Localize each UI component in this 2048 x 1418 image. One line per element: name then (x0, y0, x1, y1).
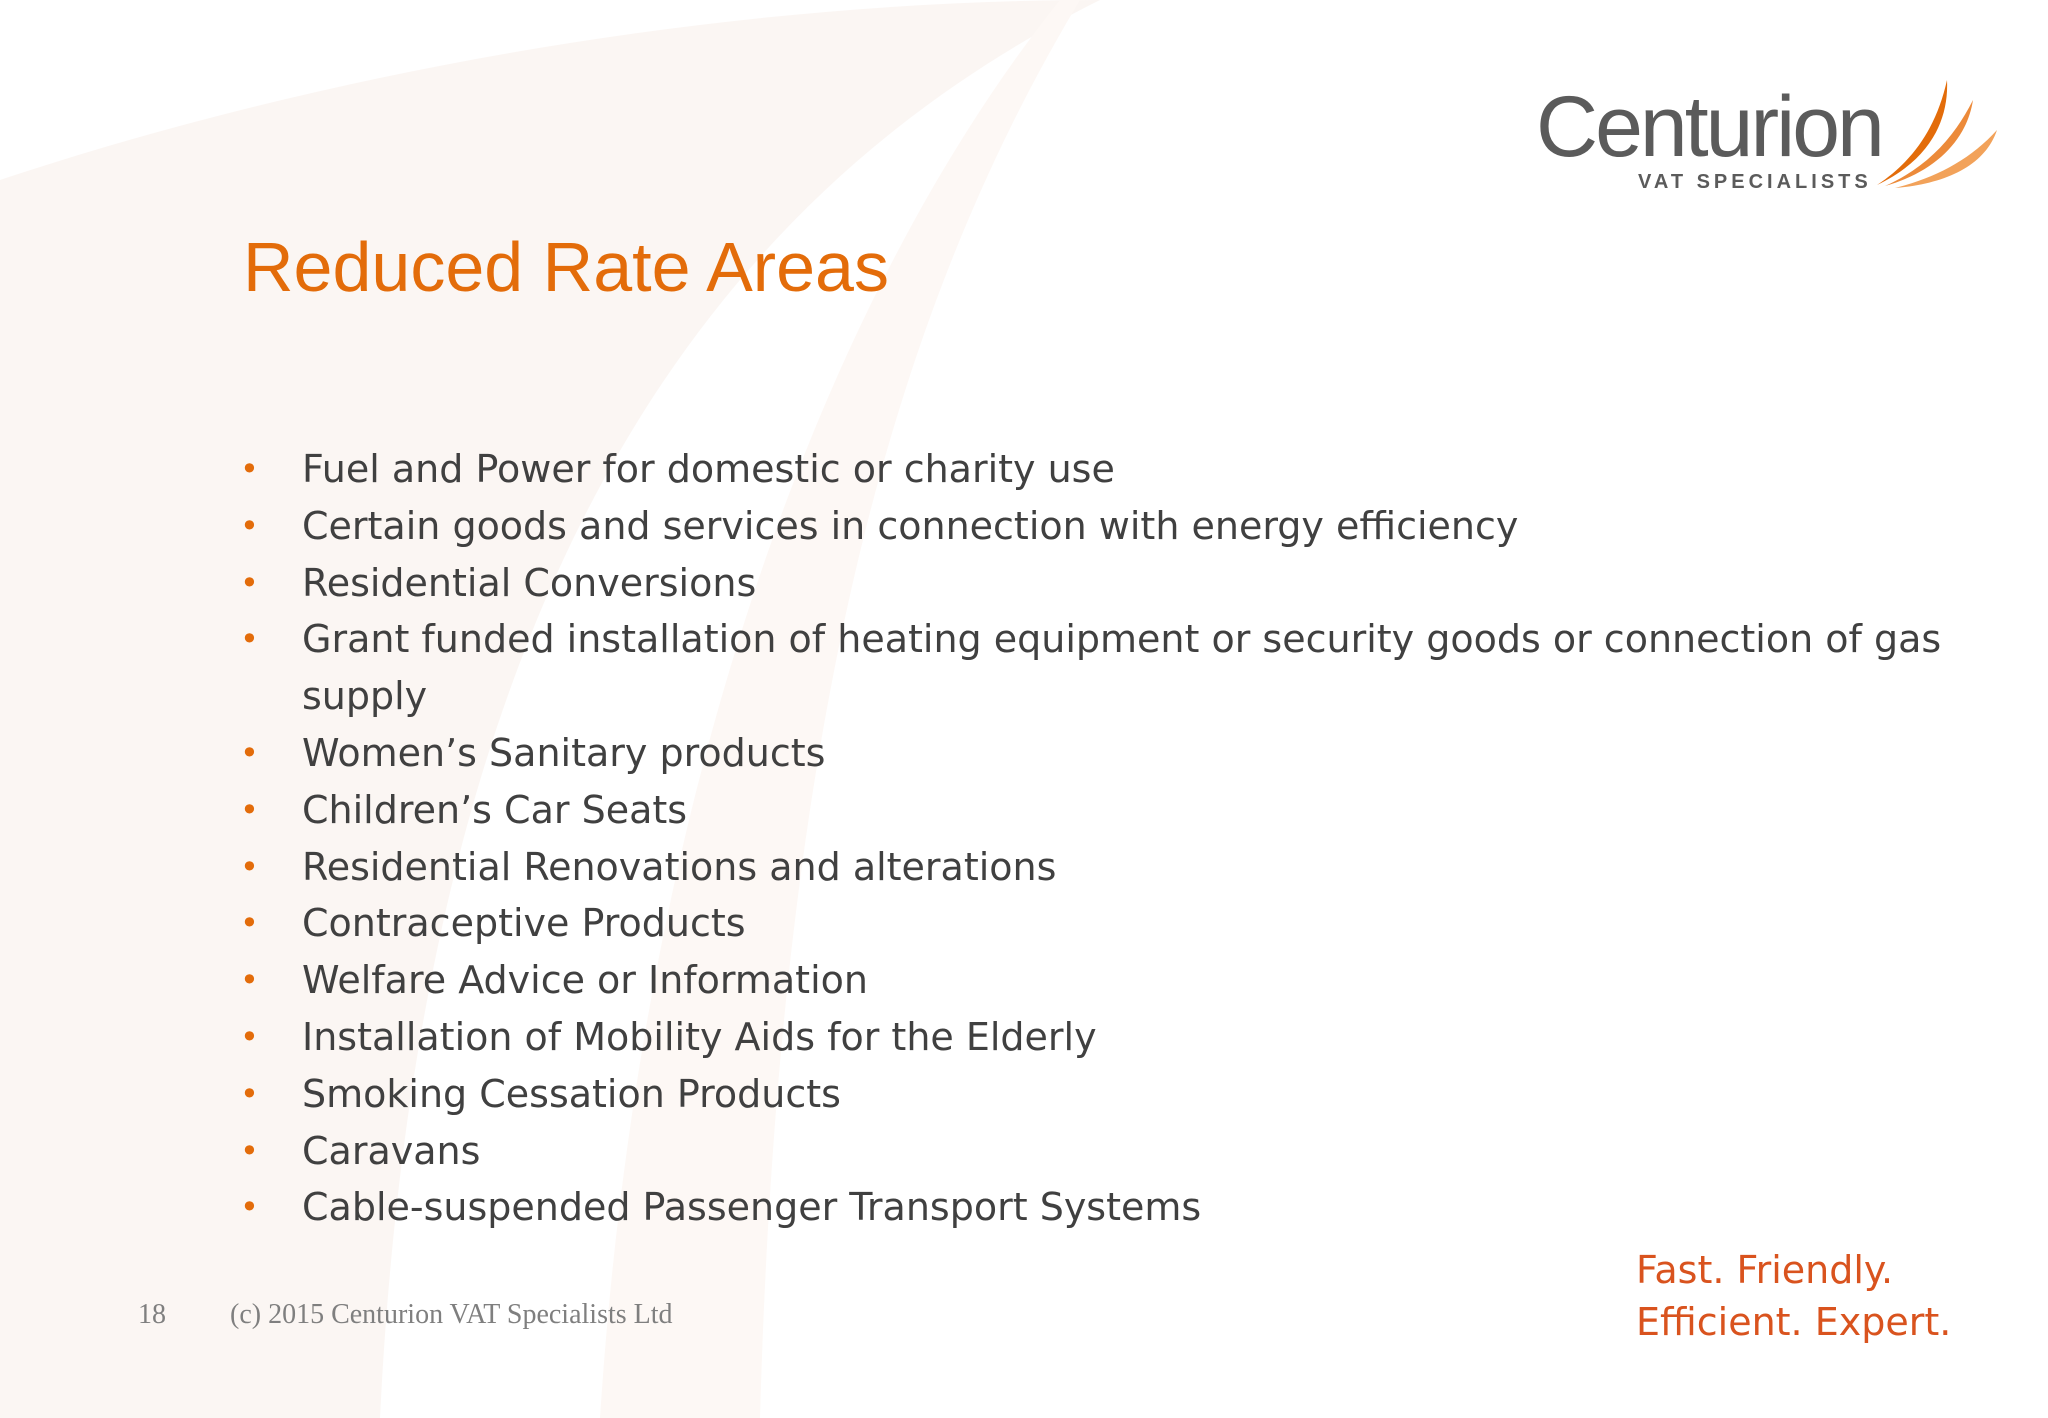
page-title: Reduced Rate Areas (243, 228, 889, 306)
tagline: Fast. Friendly. Efficient. Expert. (1636, 1244, 1951, 1348)
list-item: • Certain goods and services in connectio… (240, 498, 2020, 555)
bullet-icon: • (240, 1074, 259, 1113)
wheat-leaf-icon (1877, 80, 1997, 188)
bullet-icon: • (240, 961, 259, 1000)
bullet-icon: • (240, 904, 259, 943)
list-item: • Smoking Cessation Products (240, 1066, 2020, 1123)
tagline-line-1: Fast. Friendly. (1636, 1248, 1894, 1292)
bullet-icon: • (240, 1131, 259, 1170)
bullet-icon: • (240, 790, 259, 829)
bullet-list: • Fuel and Power for domestic or charity … (240, 441, 2020, 1236)
list-item: • Welfare Advice or Information (240, 952, 2020, 1009)
list-item: • Installation of Mobility Aids for the E… (240, 1009, 2020, 1066)
bullet-icon: • (240, 620, 259, 659)
list-item: • Women’s Sanitary products (240, 725, 2020, 782)
logo-wordmark: Centurion (1536, 79, 1885, 175)
tagline-line-2: Efficient. Expert. (1636, 1300, 1952, 1344)
copyright-notice: (c) 2015 Centurion VAT Specialists Ltd (230, 1299, 673, 1330)
bullet-icon: • (240, 1188, 259, 1227)
bullet-icon: • (240, 563, 259, 602)
list-item: • Children’s Car Seats (240, 782, 2020, 839)
bullet-icon: • (240, 450, 259, 488)
list-item: • Caravans (240, 1123, 2020, 1180)
bullet-icon: • (240, 1017, 259, 1056)
list-item: • Cable-suspended Passenger Transport Sys… (240, 1179, 2020, 1236)
list-item: • Fuel and Power for domestic or charity … (240, 441, 2020, 498)
bullet-icon: • (240, 847, 259, 886)
list-item: • Grant funded installation of heating eq… (240, 611, 2020, 725)
bullet-icon: • (240, 506, 259, 545)
list-item: • Residential Conversions (240, 555, 2020, 612)
centurion-logo: Centurion VAT SPECIALISTS (1530, 79, 2000, 204)
slide-number: 18 (138, 1299, 166, 1330)
bullet-icon: • (240, 733, 259, 772)
list-item: • Contraceptive Products (240, 895, 2020, 952)
list-item: • Residential Renovations and alterations (240, 839, 2020, 896)
logo-subtitle: VAT SPECIALISTS (1638, 171, 1872, 193)
